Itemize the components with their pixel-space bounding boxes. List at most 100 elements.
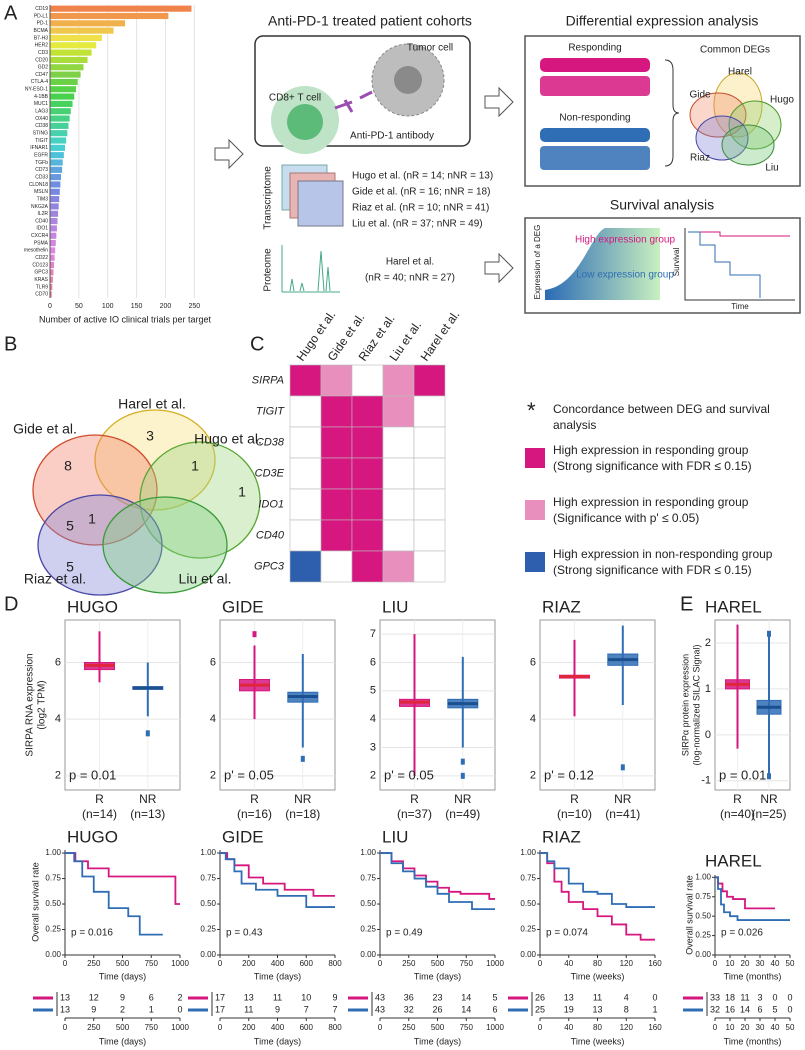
illustration-box	[254, 35, 471, 147]
y-tick-label: IL2R	[37, 211, 48, 217]
heatmap-cell	[382, 488, 415, 521]
heatmap-cell	[382, 550, 415, 583]
panel-label: A	[4, 2, 18, 24]
risk-count: 26	[432, 1004, 442, 1014]
risk-count: 32	[404, 1004, 414, 1014]
tumor-nucleus	[394, 66, 422, 94]
y-tick-label: 0.25	[45, 925, 61, 934]
bar	[50, 269, 54, 276]
legend-text: High expression in non-responding group	[553, 547, 773, 561]
y-tick-label: KRAS	[34, 277, 48, 283]
y-tick-label: NY-ESO-1	[25, 87, 48, 93]
x-tick-label: 800	[328, 959, 342, 968]
x-tick-label: (n=40)	[720, 807, 755, 821]
legend-text: High expression in responding group	[553, 495, 749, 509]
x-tick-label: 50	[75, 303, 83, 310]
risk-x-tick-label: 40	[771, 1023, 780, 1032]
risk-x-tick-label: 160	[648, 1023, 662, 1032]
p-value: p = 0.01	[719, 767, 766, 782]
heatmap-cell	[320, 550, 353, 583]
x-tick-label: 50	[786, 959, 795, 968]
y-tick-label: 1.00	[360, 848, 376, 857]
risk-count: 0	[787, 992, 792, 1002]
heatmap-cell	[413, 519, 446, 552]
heatmap-cell	[413, 457, 446, 490]
venn-count: 5	[66, 518, 74, 534]
x-tick-label: (n=49)	[445, 807, 480, 821]
x-tick-label: 0	[63, 959, 68, 968]
heatmap-cell	[413, 426, 446, 459]
x-tick-label: NR	[614, 792, 632, 806]
row-label: TIGIT	[256, 405, 285, 417]
heatmap-cell	[289, 550, 322, 583]
x-tick-label: R	[250, 792, 259, 806]
bar	[50, 166, 63, 173]
y-tick-label: STING	[33, 131, 48, 137]
panel-label: E	[680, 593, 693, 615]
survival-curve	[220, 852, 335, 908]
y-tick-label: 0.25	[200, 925, 216, 934]
arrow	[484, 252, 514, 284]
x-tick-label: (n=14)	[82, 807, 117, 821]
survival-curve	[380, 852, 495, 911]
x-tick-label: 750	[460, 959, 474, 968]
x-tick-label: 250	[402, 959, 416, 968]
y-tick-label: 1.00	[695, 872, 711, 881]
x-tick-label: 1000	[171, 959, 189, 968]
axis-title: Time (months)	[724, 1036, 782, 1046]
risk-count: 36	[404, 992, 414, 1002]
p-value: p' = 0.05	[224, 767, 274, 782]
y-tick-label: 0.75	[360, 874, 376, 883]
y-tick-label: EGFR	[34, 152, 48, 158]
y-tick-label: IDO1	[36, 226, 48, 232]
row-label: CD38	[256, 436, 285, 448]
bar	[50, 210, 59, 217]
bar	[50, 137, 67, 144]
panel-label: D	[4, 593, 18, 615]
risk-x-tick-label: 0	[713, 1023, 718, 1032]
bar	[50, 12, 169, 20]
heatmap-cell	[320, 488, 353, 521]
risk-count: 0	[652, 992, 657, 1002]
y-tick-label: BCMA	[34, 28, 49, 34]
y-tick-label: 0.50	[200, 899, 216, 908]
p-value: p' = 0.12	[544, 767, 594, 782]
survival-curve	[540, 852, 655, 908]
y-tick-label: OX40	[35, 116, 48, 122]
nonresponding-people	[540, 128, 650, 170]
risk-x-tick-label: 250	[87, 1023, 101, 1032]
risk-x-tick-label: 50	[786, 1023, 795, 1032]
x-tick-label: 0	[218, 959, 223, 968]
label: Expression of a DEG	[533, 225, 542, 300]
risk-count: 14	[461, 1004, 471, 1014]
panel-label: B	[4, 333, 17, 355]
y-tick-label: 0.50	[360, 899, 376, 908]
panel-label: C	[250, 333, 264, 355]
illustration-box	[524, 35, 801, 187]
expression-graphic	[545, 228, 660, 300]
y-tick-label: 1	[705, 683, 711, 695]
risk-count: 1	[149, 1004, 154, 1014]
axis-title: SIRPα protein expression	[680, 654, 690, 756]
bar	[50, 130, 68, 137]
y-tick-label: 6	[370, 656, 376, 668]
label: Anti-PD-1 antibody	[350, 131, 434, 142]
bar	[50, 152, 64, 159]
bar	[50, 108, 71, 115]
legend-text: High expression in responding group	[553, 443, 749, 457]
risk-x-tick-label: 250	[402, 1023, 416, 1032]
y-tick-label: 0.25	[520, 925, 536, 934]
bar	[50, 254, 55, 261]
bar	[50, 56, 88, 63]
set-label: Riaz et al.	[24, 571, 86, 587]
x-tick-label: NR	[294, 792, 312, 806]
legend-swatch	[525, 500, 545, 520]
y-tick-label: 0.00	[520, 950, 536, 959]
x-tick-label: NR	[760, 792, 778, 806]
x-tick-label: 1000	[486, 959, 504, 968]
y-tick-label: PD-1	[37, 21, 49, 27]
heatmap-cell	[289, 426, 322, 459]
legend-swatch	[525, 552, 545, 572]
risk-count: 23	[432, 992, 442, 1002]
